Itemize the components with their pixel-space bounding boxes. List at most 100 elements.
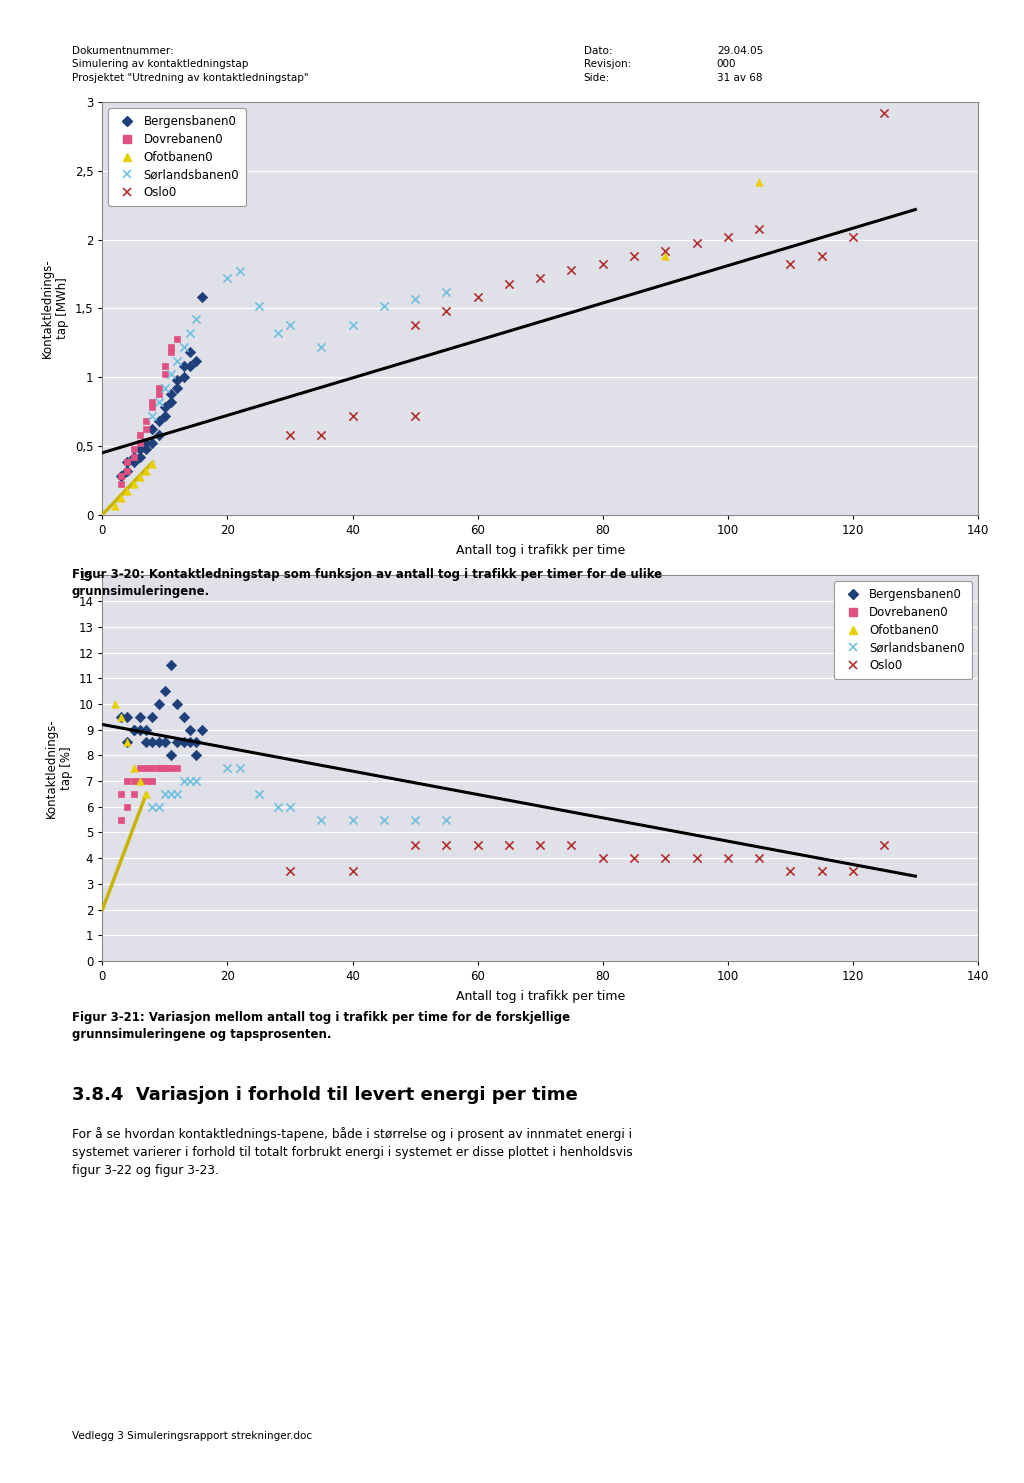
Point (376, 808, 392, 832)
Point (407, 833, 423, 857)
Y-axis label: Kontaktlednings-
tap [MWh]: Kontaktlednings- tap [MWh] (41, 258, 70, 359)
X-axis label: Antall tog i trafikk per time: Antall tog i trafikk per time (456, 544, 625, 556)
Point (157, 782, 173, 805)
Point (782, 252, 799, 276)
Point (251, 782, 267, 805)
Point (113, 486, 129, 510)
Point (626, 245, 642, 268)
Point (407, 403, 423, 427)
Point (175, 731, 191, 755)
Point (688, 847, 705, 871)
Point (157, 362, 173, 386)
Point (657, 847, 674, 871)
Text: Revisjon:: Revisjon: (584, 59, 631, 70)
Point (119, 770, 135, 793)
Point (113, 808, 129, 832)
Point (169, 693, 185, 716)
Point (188, 731, 205, 755)
Point (188, 743, 205, 767)
Point (175, 335, 191, 359)
Point (501, 271, 517, 295)
Point (163, 782, 179, 805)
Point (151, 756, 167, 780)
Point (182, 770, 199, 793)
Point (126, 437, 142, 461)
Point (151, 731, 167, 755)
Point (151, 795, 167, 819)
Point (132, 704, 148, 728)
Point (344, 313, 360, 337)
Point (151, 409, 167, 433)
Text: 000: 000 (717, 59, 736, 70)
Point (151, 423, 167, 446)
Point (469, 833, 485, 857)
Point (144, 403, 161, 427)
Text: Vedlegg 3 Simuleringsrapport strekninger.doc: Vedlegg 3 Simuleringsrapport strekninger… (72, 1431, 311, 1441)
Point (151, 381, 167, 405)
Point (157, 396, 173, 420)
X-axis label: Antall tog i trafikk per time: Antall tog i trafikk per time (456, 991, 625, 1003)
Point (407, 808, 423, 832)
Point (113, 782, 129, 805)
Text: Dokumentnummer:: Dokumentnummer: (72, 46, 173, 56)
Point (119, 451, 135, 475)
Point (157, 403, 173, 427)
Point (376, 294, 392, 317)
Point (138, 718, 155, 742)
Text: Prosjektet "Utredning av kontaktledningstap": Prosjektet "Utredning av kontaktlednings… (72, 73, 308, 83)
Point (688, 231, 705, 255)
Point (182, 322, 199, 346)
Point (113, 464, 129, 488)
Point (876, 101, 892, 125)
Point (126, 473, 142, 497)
Text: Dato:: Dato: (584, 46, 612, 56)
Point (344, 808, 360, 832)
Point (138, 756, 155, 780)
Point (119, 451, 135, 475)
Point (720, 847, 736, 871)
Point (106, 494, 123, 518)
Point (119, 458, 135, 482)
Point (157, 679, 173, 703)
Point (751, 217, 767, 240)
Point (657, 245, 674, 268)
Point (532, 833, 549, 857)
Point (126, 445, 142, 469)
Point (195, 286, 211, 310)
Point (188, 770, 205, 793)
Text: 29.04.05: 29.04.05 (717, 46, 763, 56)
Point (188, 349, 205, 372)
Point (126, 782, 142, 805)
Point (157, 731, 173, 755)
Point (132, 445, 148, 469)
Point (563, 833, 580, 857)
Point (113, 704, 129, 728)
Point (163, 390, 179, 414)
Point (282, 313, 298, 337)
Point (144, 756, 161, 780)
Point (157, 756, 173, 780)
Point (151, 693, 167, 716)
Point (282, 859, 298, 882)
Point (157, 756, 173, 780)
Point (169, 782, 185, 805)
Point (126, 445, 142, 469)
Point (469, 286, 485, 310)
Point (163, 341, 179, 365)
Point (126, 718, 142, 742)
Point (119, 795, 135, 819)
Point (595, 847, 611, 871)
Point (219, 267, 236, 291)
Point (132, 437, 148, 461)
Point (144, 731, 161, 755)
Point (282, 795, 298, 819)
Point (751, 847, 767, 871)
Point (813, 859, 829, 882)
Point (563, 258, 580, 282)
Point (119, 731, 135, 755)
Text: Simulering av kontaktledningstap: Simulering av kontaktledningstap (72, 59, 248, 70)
Point (438, 833, 455, 857)
Point (175, 365, 191, 389)
Point (720, 225, 736, 249)
Point (138, 731, 155, 755)
